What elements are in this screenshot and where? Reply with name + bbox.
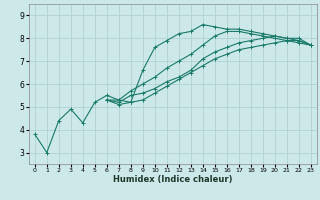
X-axis label: Humidex (Indice chaleur): Humidex (Indice chaleur)	[113, 175, 233, 184]
